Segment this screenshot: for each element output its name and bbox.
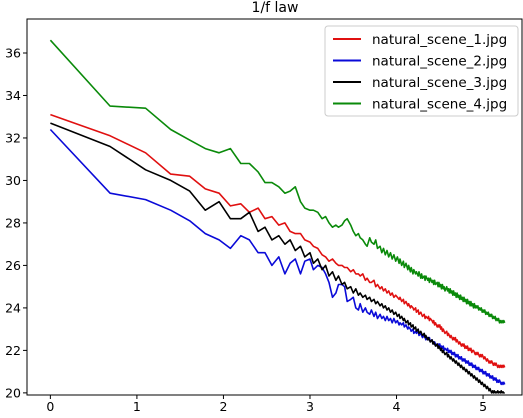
chart-title: 1/f law xyxy=(252,0,299,16)
x-tick-label: 2 xyxy=(219,399,227,413)
legend-label-1: natural_scene_1.jpg xyxy=(372,32,507,48)
x-tick-label: 0 xyxy=(46,399,54,413)
series-line-3 xyxy=(50,122,505,394)
legend: natural_scene_1.jpg natural_scene_2.jpgna… xyxy=(324,25,519,117)
x-tick-label: 4 xyxy=(393,399,401,413)
y-tick-label: 22 xyxy=(5,343,21,358)
y-tick-label: 34 xyxy=(5,88,21,103)
x-axis: 0 1 2 3 4 5 xyxy=(46,395,487,414)
y-tick-label: 30 xyxy=(5,173,21,188)
legend-label-3: natural_scene_3.jpg xyxy=(372,75,507,91)
y-tick-label: 20 xyxy=(5,385,21,400)
x-tick-label: 1 xyxy=(133,399,141,413)
x-tick-label: 5 xyxy=(479,399,487,413)
series-line-4 xyxy=(49,39,506,324)
y-tick-label: 24 xyxy=(5,300,21,315)
y-tick-label: 32 xyxy=(5,130,21,145)
legend-label-2: natural_scene_2.jpg xyxy=(372,54,507,70)
y-tick-label: 26 xyxy=(5,258,21,273)
series-layer xyxy=(49,39,506,394)
y-tick-label: 28 xyxy=(5,215,21,230)
series-line-1 xyxy=(50,113,506,369)
legend-label-4: natural_scene_4.jpg xyxy=(372,97,507,113)
y-tick-label: 36 xyxy=(5,45,21,60)
plot-frame xyxy=(26,18,523,396)
legend-box xyxy=(324,25,519,117)
y-axis: 20 22 24 26 28 30 32 34 36 xyxy=(5,45,27,400)
x-tick-label: 3 xyxy=(306,399,314,413)
